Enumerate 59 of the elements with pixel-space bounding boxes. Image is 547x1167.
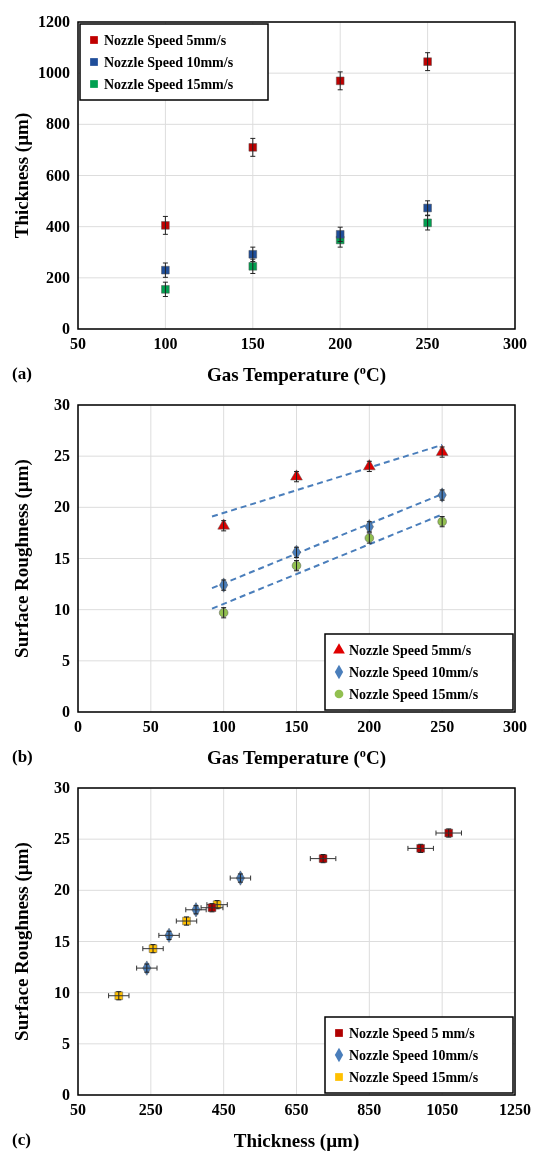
x-tick-label: 150 <box>284 718 309 735</box>
y-tick-label: 30 <box>54 396 70 413</box>
legend-label: Nozzle Speed 5mm/s <box>349 643 472 658</box>
legend-label: Nozzle Speed 10mm/s <box>104 55 234 70</box>
x-tick-label: 50 <box>70 335 86 352</box>
text: (c) <box>12 1130 31 1149</box>
y-tick-label: 5 <box>62 651 70 669</box>
legend-label: Nozzle Speed 15mm/s <box>349 1070 479 1085</box>
y-tick-label: 20 <box>54 881 70 899</box>
x-tick-label: 1250 <box>499 1101 531 1118</box>
x-tick-label: 1050 <box>426 1101 459 1118</box>
legend-label: Nozzle Speed 15mm/s <box>349 687 479 702</box>
legend-label: Nozzle Speed 5 mm/s <box>349 1026 476 1041</box>
x-axis-title: Gas Temperature ($^{o}$C) <box>207 746 386 769</box>
y-tick-label: 0 <box>62 320 70 337</box>
x-tick-label: 850 <box>357 1101 382 1118</box>
y-tick-label: 1200 <box>38 13 70 30</box>
y-tick-label: 30 <box>54 779 70 796</box>
y-axis-title: Surface Roughness (µm) <box>11 842 33 1041</box>
y-axis-title: Thickness (µm) <box>11 112 33 239</box>
x-tick-label: 450 <box>211 1101 236 1118</box>
x-tick-label: 300 <box>503 335 527 352</box>
x-tick-label: 200 <box>357 718 382 735</box>
x-tick-label: 250 <box>415 335 440 352</box>
y-tick-label: 25 <box>54 447 70 465</box>
text: (a) <box>12 364 32 383</box>
legend-label: Nozzle Speed 10mm/s <box>349 665 479 680</box>
x-tick-label: 50 <box>142 718 159 735</box>
y-tick-label: 600 <box>46 166 70 184</box>
x-tick-label: 50 <box>70 1101 86 1118</box>
x-axis-title: Thickness (µm) <box>233 1130 360 1152</box>
x-tick-label: 100 <box>153 335 178 352</box>
y-tick-label: 20 <box>54 498 70 516</box>
x-tick-label: 250 <box>138 1101 163 1118</box>
y-tick-label: 5 <box>62 1034 70 1052</box>
y-tick-label: 0 <box>62 703 70 720</box>
y-tick-label: 15 <box>54 549 70 567</box>
y-tick-label: 25 <box>54 830 70 848</box>
x-tick-label: 200 <box>328 335 353 352</box>
y-tick-label: 400 <box>46 217 70 235</box>
x-tick-label: 150 <box>240 335 265 352</box>
y-tick-label: 200 <box>46 268 70 286</box>
y-tick-label: 800 <box>46 115 70 133</box>
x-tick-label: 0 <box>74 718 82 735</box>
y-tick-label: 1000 <box>38 64 70 82</box>
x-axis-title: Gas Temperature ($^{o}$C) <box>207 363 386 386</box>
x-tick-label: 650 <box>284 1101 309 1118</box>
x-tick-label: 250 <box>430 718 455 735</box>
x-tick-label: 100 <box>211 718 236 735</box>
x-tick-label: 300 <box>503 718 527 735</box>
text: (b) <box>12 747 33 766</box>
legend-label: Nozzle Speed 15mm/s <box>104 77 234 92</box>
y-tick-label: 10 <box>54 600 70 618</box>
y-tick-label: 0 <box>62 1086 70 1103</box>
y-axis-title: Surface Roughness (µm) <box>11 459 33 658</box>
legend-label: Nozzle Speed 10mm/s <box>349 1048 479 1063</box>
y-tick-label: 10 <box>54 983 70 1001</box>
legend-label: Nozzle Speed 5mm/s <box>104 33 227 48</box>
y-tick-label: 15 <box>54 932 70 950</box>
